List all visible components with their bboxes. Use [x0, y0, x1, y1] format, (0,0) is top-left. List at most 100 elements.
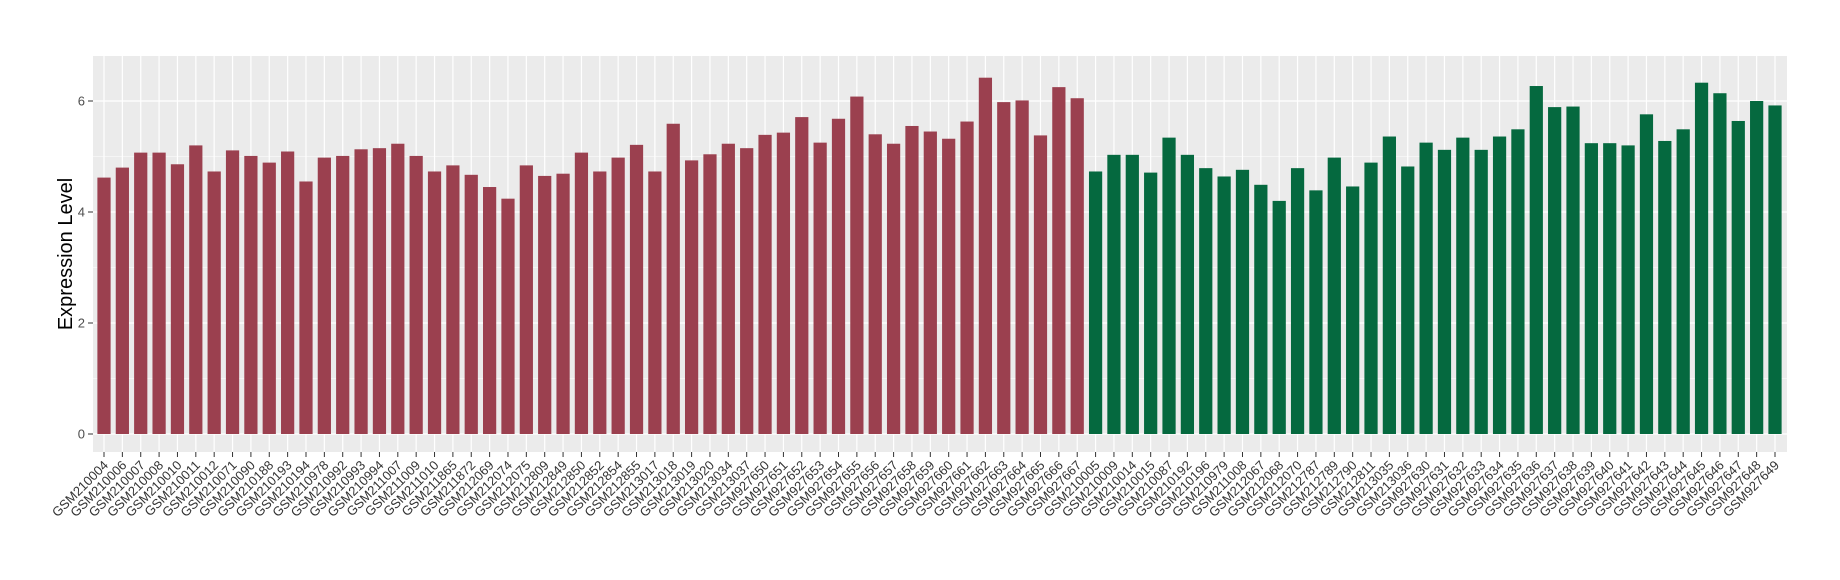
- bar-GSM927660: [942, 138, 956, 435]
- bar-GSM212809: [538, 175, 552, 435]
- bar-GSM212790: [1346, 186, 1360, 434]
- bar-GSM211865: [446, 165, 460, 434]
- bar-GSM212854: [611, 157, 625, 435]
- bar-GSM212849: [556, 173, 570, 434]
- bar-GSM927650: [758, 134, 772, 435]
- bar-GSM210979: [1217, 176, 1231, 435]
- y-axis: 0 2 4 6: [78, 94, 93, 442]
- bar-GSM927644: [1676, 129, 1690, 434]
- bar-GSM927637: [1548, 107, 1562, 435]
- bar-GSM210010: [170, 164, 185, 434]
- bar-GSM212852: [593, 171, 607, 435]
- bar-GSM927653: [813, 142, 827, 435]
- bar-GSM210978: [317, 157, 331, 435]
- bar-GSM213034: [721, 143, 735, 435]
- bar-GSM213019: [684, 160, 699, 434]
- bar-GSM210992: [336, 155, 350, 434]
- bar-GSM210014: [1125, 154, 1139, 434]
- bar-GSM210007: [134, 152, 148, 434]
- bar-GSM927662: [978, 77, 993, 434]
- bar-GSM213035: [1382, 136, 1396, 434]
- bar-GSM927664: [1015, 100, 1029, 434]
- bar-GSM211008: [1235, 169, 1250, 434]
- bar-GSM927663: [997, 102, 1011, 435]
- bar-GSM927647: [1731, 120, 1745, 434]
- bar-GSM927654: [831, 118, 846, 434]
- bar-GSM212855: [629, 144, 644, 434]
- bar-GSM927658: [905, 125, 919, 434]
- bar-GSM927665: [1033, 135, 1048, 434]
- bar-GSM212068: [1272, 200, 1286, 434]
- bar-GSM927646: [1713, 93, 1727, 434]
- bar-GSM212789: [1327, 157, 1341, 435]
- bar-GSM213020: [703, 154, 717, 434]
- bar-GSM927631: [1437, 149, 1452, 434]
- bar-GSM212787: [1309, 190, 1323, 434]
- bar-GSM210087: [1162, 137, 1176, 434]
- bar-GSM927633: [1474, 149, 1488, 434]
- y-axis-title: Expression Level: [55, 178, 77, 330]
- bar-GSM212850: [574, 152, 589, 434]
- bar-GSM927639: [1584, 143, 1598, 434]
- y-tick-label: 6: [78, 94, 85, 109]
- bar-GSM927632: [1456, 137, 1470, 434]
- bar-GSM927645: [1694, 82, 1709, 434]
- bar-GSM927636: [1529, 86, 1543, 435]
- bar-GSM211007: [391, 143, 405, 435]
- bar-GSM210009: [1107, 154, 1121, 434]
- y-tick-label: 2: [78, 316, 85, 331]
- bar-GSM927635: [1511, 129, 1525, 434]
- bar-GSM212070: [1290, 168, 1305, 434]
- bar-GSM210011: [189, 145, 203, 434]
- bar-GSM927630: [1419, 142, 1433, 435]
- bar-GSM927643: [1658, 140, 1672, 434]
- bar-GSM927648: [1750, 101, 1764, 434]
- bar-GSM212075: [519, 165, 533, 434]
- bar-GSM210005: [1088, 171, 1103, 435]
- bar-GSM210015: [1144, 172, 1158, 434]
- bar-GSM210188: [262, 162, 276, 435]
- bar-GSM212074: [501, 198, 515, 434]
- bar-GSM211010: [427, 171, 442, 435]
- bar-GSM210008: [152, 152, 166, 434]
- y-tick-label: 0: [78, 427, 85, 442]
- bar-GSM927641: [1621, 145, 1635, 434]
- bar-GSM927649: [1768, 105, 1782, 434]
- bar-GSM211009: [409, 155, 423, 434]
- bar-GSM927656: [868, 134, 882, 435]
- bar-GSM927666: [1052, 87, 1066, 435]
- bar-GSM210193: [281, 151, 295, 434]
- bar-GSM927659: [923, 131, 937, 434]
- bar-GSM927655: [850, 96, 864, 434]
- bar-GSM213036: [1401, 166, 1415, 435]
- bar-GSM210192: [1180, 154, 1195, 434]
- bar-GSM213037: [740, 148, 754, 435]
- bar-GSM210012: [207, 171, 221, 435]
- bar-GSM210090: [244, 155, 258, 434]
- bar-GSM210196: [1199, 168, 1213, 434]
- bar-GSM210071: [225, 150, 240, 434]
- bar-GSM927652: [795, 117, 809, 434]
- bar-GSM210993: [354, 149, 368, 435]
- bar-GSM210004: [97, 177, 111, 434]
- bar-GSM213017: [648, 171, 662, 435]
- x-axis: GSM210004GSM210006GSM210007GSM210008GSM2…: [49, 452, 1782, 520]
- bars: [97, 77, 1782, 435]
- bar-GSM927640: [1603, 143, 1617, 434]
- bar-GSM927638: [1566, 106, 1580, 435]
- bar-GSM927661: [960, 121, 974, 434]
- bar-GSM212067: [1254, 184, 1268, 434]
- bar-GSM210194: [299, 181, 313, 434]
- bar-GSM211872: [464, 174, 478, 434]
- bar-GSM927657: [886, 143, 901, 435]
- bar-GSM212069: [483, 187, 497, 434]
- bar-GSM212811: [1364, 162, 1378, 435]
- bar-GSM213018: [666, 123, 680, 434]
- bar-GSM927667: [1070, 98, 1084, 434]
- bar-GSM927634: [1492, 136, 1507, 434]
- bar-GSM210994: [372, 148, 387, 435]
- y-tick-label: 4: [78, 205, 85, 220]
- bar-GSM927642: [1639, 114, 1654, 434]
- bar-GSM210006: [115, 167, 129, 434]
